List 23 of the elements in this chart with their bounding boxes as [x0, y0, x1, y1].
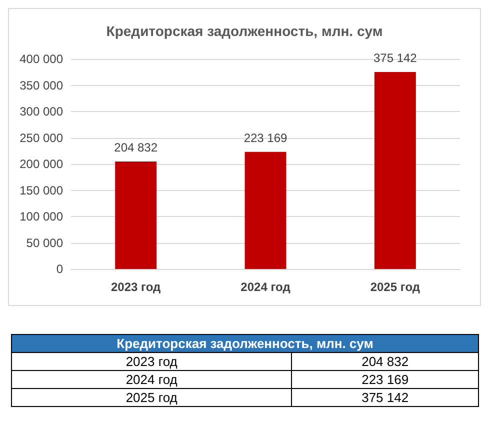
y-tick-label: 250 000 — [20, 130, 64, 145]
y-tick-label: 350 000 — [20, 78, 64, 92]
category-label: 2023 год — [126, 354, 178, 369]
x-tick-label: 2025 год — [370, 280, 420, 294]
text: 223 169 — [362, 372, 409, 387]
y-tick-label: 0 — [56, 262, 64, 276]
chart-title: Кредиторская задолженность, млн. сум — [106, 23, 383, 39]
category-label: 2024 год — [126, 372, 178, 387]
text: 204 832 — [362, 354, 409, 369]
data-label: 223 169 — [244, 130, 288, 145]
y-tick-label: 300 000 — [20, 104, 64, 118]
chart-title: Кредиторская задолженность, млн. сум — [116, 336, 374, 351]
y-tick-label: 400 000 — [20, 52, 64, 66]
data-label: 204 832 — [114, 140, 158, 154]
x-tick-label: 2023 год — [110, 280, 162, 294]
category-label: 2025 год — [126, 390, 178, 405]
y-tick-label: 200 000 — [20, 157, 64, 171]
y-tick-label: 50 000 — [26, 236, 64, 250]
data-label: 375 142 — [373, 51, 418, 66]
y-tick-label: 150 000 — [20, 183, 64, 198]
text: 375 142 — [362, 390, 409, 405]
x-tick-label: 2024 год — [240, 280, 291, 294]
y-tick-label: 100 000 — [20, 210, 64, 224]
